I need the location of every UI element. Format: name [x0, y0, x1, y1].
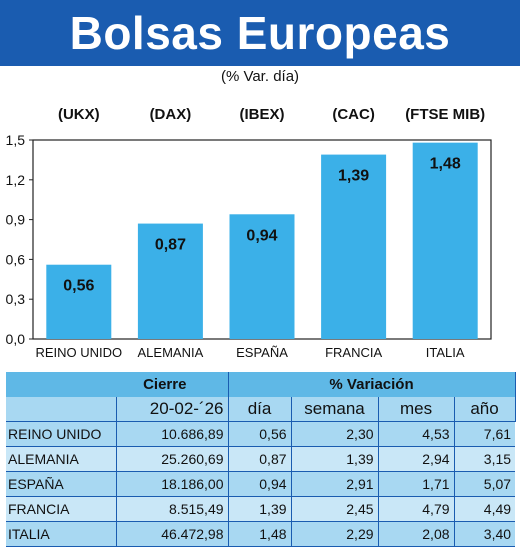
row-country: REINO UNIDO — [6, 421, 117, 447]
bar-value-label: 1,39 — [338, 168, 369, 185]
y-tick-label: 1,2 — [6, 172, 26, 188]
x-tick-label: ITALIA — [426, 345, 465, 360]
x-tick-label: ESPAÑA — [236, 345, 288, 360]
row-anio: 4,49 — [454, 496, 516, 522]
bar — [229, 214, 295, 339]
table-row: ITALIA 46.472,98 1,48 2,29 2,08 3,40 — [6, 521, 516, 547]
y-tick-label: 0,6 — [6, 251, 26, 267]
row-country: ALEMANIA — [6, 446, 117, 472]
row-close: 18.186,00 — [116, 471, 229, 497]
row-country: FRANCIA — [6, 496, 117, 522]
row-anio: 3,40 — [454, 521, 516, 547]
bar — [137, 223, 203, 339]
row-semana: 1,39 — [291, 446, 379, 472]
x-tick-label: FRANCIA — [325, 345, 382, 360]
row-semana: 2,29 — [291, 521, 379, 547]
row-dia: 0,56 — [228, 421, 292, 447]
row-dia: 1,48 — [228, 521, 292, 547]
index-label: (UKX) — [58, 106, 100, 123]
bar-chart: 0,0 0,3 0,6 0,9 1,2 1,5 0,56 (UKX) REINO UNIDO 0,… — [6, 106, 492, 360]
row-mes: 2,94 — [378, 446, 455, 472]
y-tick-label: 1,5 — [6, 132, 26, 148]
bar-value-label: 1,48 — [430, 156, 461, 173]
row-dia: 0,87 — [228, 446, 292, 472]
row-close: 8.515,49 — [116, 496, 229, 522]
table-row: REINO UNIDO 10.686,89 0,56 2,30 4,53 7,6… — [6, 421, 516, 447]
header-date: 20-02-´26 — [116, 397, 229, 422]
header-anio: año — [454, 397, 516, 422]
row-close: 25.260,69 — [116, 446, 229, 472]
index-label: (IBEX) — [240, 106, 285, 123]
y-tick-label: 0,0 — [6, 331, 26, 347]
row-mes: 4,79 — [378, 496, 455, 522]
market-table: Cierre % Variación 20-02-´26 día semana … — [6, 372, 516, 547]
y-tick-label: 0,9 — [6, 212, 26, 228]
row-semana: 2,45 — [291, 496, 379, 522]
index-label: (DAX) — [150, 106, 192, 123]
table-row: ALEMANIA 25.260,69 0,87 1,39 2,94 3,15 — [6, 446, 516, 472]
index-label: (CAC) — [332, 106, 375, 123]
header-dia: día — [228, 397, 292, 422]
bar — [321, 154, 387, 339]
row-dia: 1,39 — [228, 496, 292, 522]
row-mes: 1,71 — [378, 471, 455, 497]
row-country: ESPAÑA — [6, 471, 117, 497]
row-mes: 4,53 — [378, 421, 455, 447]
x-tick-label: ALEMANIA — [138, 345, 204, 360]
y-tick-label: 0,3 — [6, 291, 26, 307]
x-tick-label: REINO UNIDO — [35, 345, 122, 360]
quotes-table: Cierre % Variación 20-02-´26 día semana … — [6, 372, 516, 547]
index-label: (FTSE MIB) — [405, 106, 485, 123]
header-empty — [6, 397, 117, 422]
row-country: ITALIA — [6, 521, 117, 547]
bar-value-label: 0,87 — [155, 237, 186, 254]
row-semana: 2,91 — [291, 471, 379, 497]
row-close: 46.472,98 — [116, 521, 229, 547]
row-anio: 7,61 — [454, 421, 516, 447]
chart-subtitle: (% Var. día) — [220, 68, 300, 85]
row-anio: 5,07 — [454, 471, 516, 497]
bar-value-label: 0,56 — [63, 278, 94, 295]
row-close: 10.686,89 — [116, 421, 229, 447]
header-variacion: % Variación — [228, 372, 516, 397]
header-cierre: Cierre — [6, 372, 229, 397]
page-title: Bolsas Europeas — [69, 7, 451, 59]
bar-value-label: 0,94 — [246, 227, 277, 244]
row-dia: 0,94 — [228, 471, 292, 497]
bar — [46, 264, 112, 339]
table-row: FRANCIA 8.515,49 1,39 2,45 4,79 4,49 — [6, 496, 516, 522]
title-banner: Bolsas Europeas — [0, 0, 520, 66]
table-row: ESPAÑA 18.186,00 0,94 2,91 1,71 5,07 — [6, 471, 516, 497]
bar — [412, 142, 478, 339]
row-mes: 2,08 — [378, 521, 455, 547]
header-mes: mes — [378, 397, 455, 422]
header-semana: semana — [291, 397, 379, 422]
row-semana: 2,30 — [291, 421, 379, 447]
row-anio: 3,15 — [454, 446, 516, 472]
